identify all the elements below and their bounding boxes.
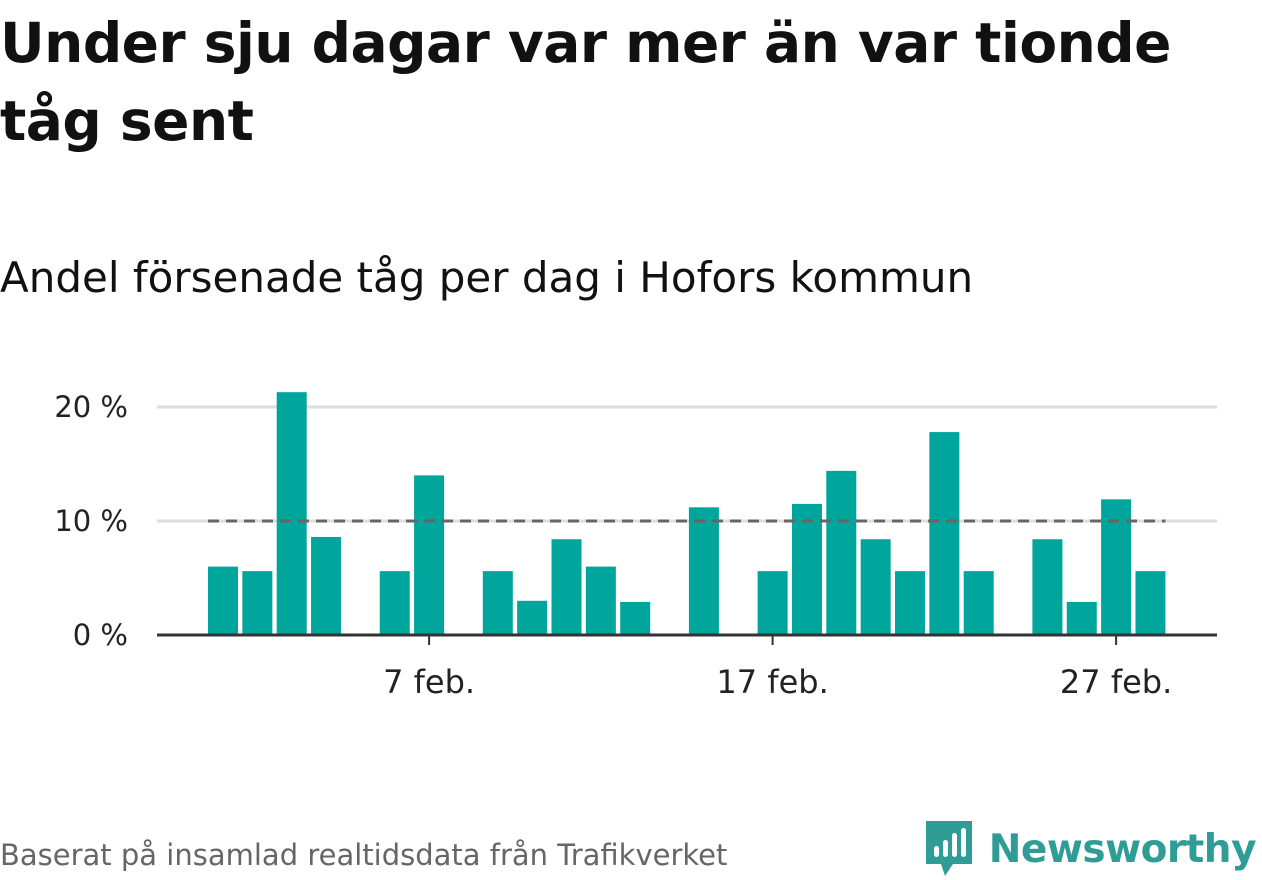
bar (517, 600, 548, 635)
bar (826, 470, 857, 635)
bar (208, 566, 238, 635)
x-tick-label: 7 feb. (383, 663, 475, 701)
x-axis: 7 feb. 17 feb. 27 feb. (157, 633, 1217, 701)
bar (379, 571, 410, 635)
bar (929, 432, 960, 635)
y-tick-label: 10 % (54, 504, 128, 538)
bar (276, 392, 307, 635)
chart-title: Under sju dagar var mer än var tionde tå… (0, 11, 1171, 153)
bar (242, 571, 273, 635)
newsworthy-logo-icon (925, 821, 972, 876)
bars (208, 392, 1166, 635)
brand-logo[interactable]: Newsworthy (923, 818, 1257, 880)
bar-chart: 7 feb. 17 feb. 27 feb. 0 % 10 % 20 % (54, 390, 1217, 701)
bar (963, 571, 994, 635)
y-tick-label: 20 % (54, 390, 128, 424)
source-note: Baserat på insamlad realtidsdata från Tr… (0, 838, 728, 872)
bar (585, 566, 616, 635)
y-axis: 0 % 10 % 20 % (54, 390, 128, 652)
y-gridlines (157, 405, 1217, 523)
bar (482, 571, 513, 635)
bar (551, 539, 582, 635)
chart-subtitle: Andel försenade tåg per dag i Hofors kom… (0, 253, 974, 302)
x-tick-label: 17 feb. (716, 663, 828, 701)
x-tick-label: 27 feb. (1060, 663, 1172, 701)
bar (688, 507, 719, 635)
bar (620, 601, 651, 635)
bar (1135, 571, 1166, 635)
bar (1032, 539, 1063, 635)
bar (791, 503, 822, 635)
bar (895, 571, 925, 635)
bar (757, 571, 788, 635)
y-tick-label: 0 % (73, 618, 128, 652)
bar (414, 475, 445, 635)
bar (1066, 601, 1097, 635)
bar (860, 539, 891, 635)
brand-name: Newsworthy (988, 826, 1257, 872)
bar (311, 536, 342, 635)
